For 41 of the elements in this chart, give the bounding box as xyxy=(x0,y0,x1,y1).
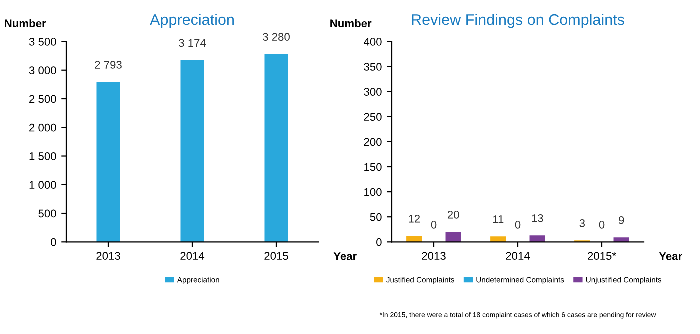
y-tick-label: 0 xyxy=(376,238,382,246)
data-label: 13 xyxy=(532,214,544,222)
chart-title: Appreciation xyxy=(150,14,234,28)
data-label: 0 xyxy=(599,220,605,229)
y-tick-label: 3 000 xyxy=(29,66,56,75)
x-axis-title: Year xyxy=(659,252,682,260)
x-tick-label: 2014 xyxy=(506,252,530,260)
y-tick-label: 300 xyxy=(364,88,382,96)
y-tick-label: 400 xyxy=(364,38,382,46)
y-tick-label: 500 xyxy=(38,210,56,218)
y-tick-label: 100 xyxy=(364,188,382,196)
x-tick-label: 2015 xyxy=(264,252,288,260)
data-label: 0 xyxy=(431,220,437,229)
y-tick-label: 200 xyxy=(364,138,382,146)
data-label: 3 280 xyxy=(263,33,290,42)
y-tick-label: 2 000 xyxy=(30,124,56,132)
chart-title: Review Findings on Complaints xyxy=(412,14,624,28)
y-axis-title: Number xyxy=(5,19,46,28)
data-label: 12 xyxy=(409,214,420,223)
y-tick-label: 3 500 xyxy=(29,38,56,46)
data-label: 3 174 xyxy=(179,39,206,48)
y-tick-label: 0 xyxy=(51,238,56,246)
y-tick-label: 50 xyxy=(370,213,382,222)
y-tick-label: 1 500 xyxy=(30,152,56,160)
data-label: 9 xyxy=(619,216,624,224)
x-tick-label: 2013 xyxy=(96,252,120,260)
y-tick-label: 1 000 xyxy=(30,181,56,190)
data-label: 2 793 xyxy=(95,61,122,69)
y-tick-label: 150 xyxy=(364,163,382,172)
x-tick-label: 2014 xyxy=(180,252,205,260)
y-axis-title: Number xyxy=(330,19,372,28)
y-tick-label: 2 500 xyxy=(30,95,56,104)
x-axis-title: Year xyxy=(334,252,357,260)
y-tick-label: 250 xyxy=(364,113,382,122)
data-label: 20 xyxy=(448,210,460,219)
data-label: 11 xyxy=(493,216,504,224)
x-tick-label: 2013 xyxy=(422,252,446,260)
x-tick-label: 2015* xyxy=(588,252,616,260)
data-label: 0 xyxy=(515,220,521,229)
data-label: 3 xyxy=(580,219,585,228)
y-tick-label: 350 xyxy=(364,63,382,71)
